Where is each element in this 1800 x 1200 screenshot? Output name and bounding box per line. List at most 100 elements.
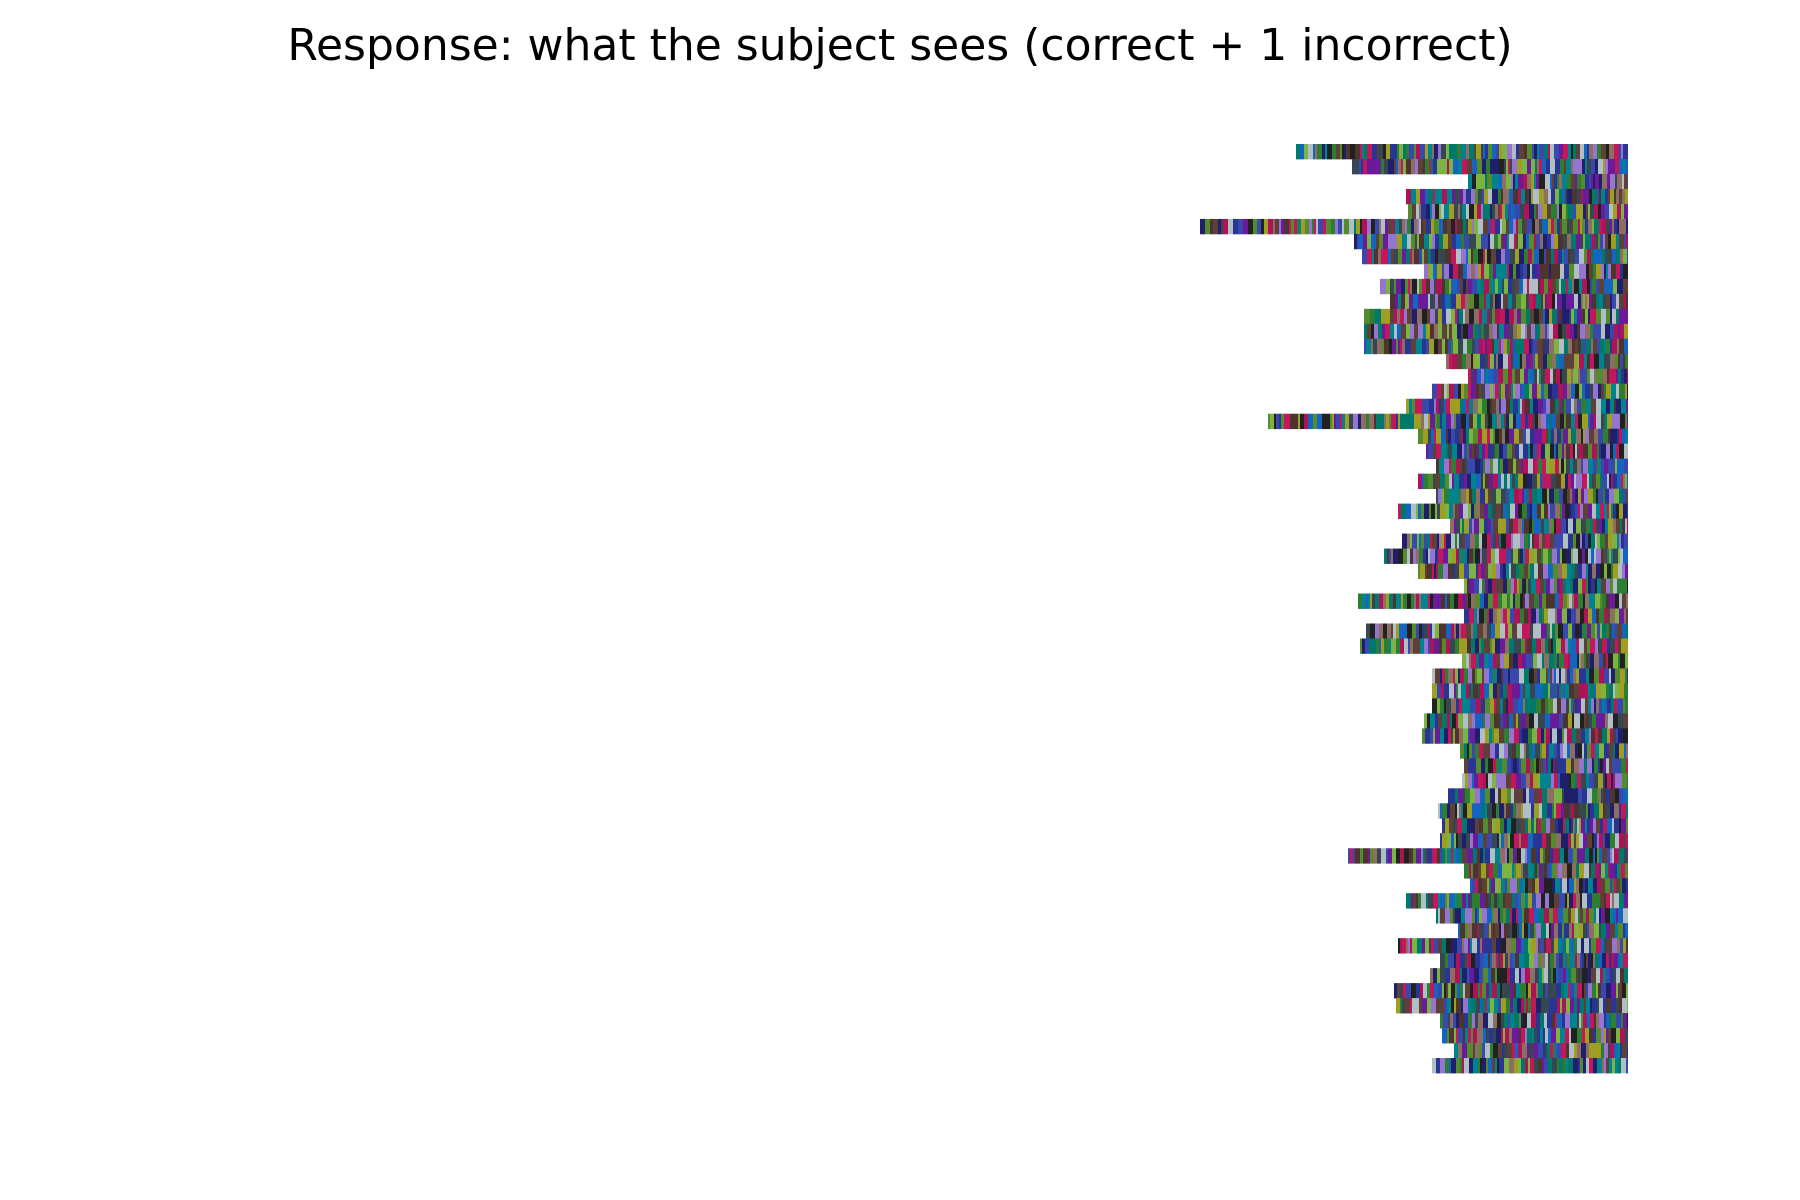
raster-cell bbox=[1573, 698, 1575, 714]
raster-cell bbox=[1471, 683, 1473, 699]
raster-cell bbox=[1383, 233, 1388, 250]
raster-cell bbox=[1471, 263, 1475, 280]
raster-cell bbox=[1430, 293, 1435, 310]
raster-cell bbox=[1466, 683, 1469, 699]
raster-cell bbox=[1386, 848, 1388, 864]
raster-cell bbox=[1539, 533, 1542, 549]
raster-cell bbox=[1538, 818, 1541, 834]
raster-cell bbox=[1473, 1058, 1478, 1074]
raster-cell bbox=[1517, 323, 1521, 340]
raster-cell bbox=[1539, 968, 1542, 984]
raster-cell bbox=[1438, 248, 1441, 265]
raster-cell bbox=[1590, 638, 1595, 654]
raster-cell bbox=[1545, 623, 1547, 639]
raster-cell bbox=[1626, 743, 1628, 759]
raster-cell bbox=[1599, 863, 1601, 879]
raster-cell bbox=[1574, 1028, 1577, 1044]
raster-cell bbox=[1626, 1058, 1628, 1074]
raster-cell bbox=[1584, 998, 1586, 1014]
raster-cell bbox=[1419, 548, 1423, 564]
raster-cell bbox=[1564, 398, 1566, 415]
raster-cell bbox=[1546, 158, 1550, 175]
raster-cell bbox=[1581, 188, 1583, 205]
raster-cell bbox=[1495, 968, 1497, 984]
raster-cell bbox=[1538, 563, 1543, 579]
raster-cell bbox=[1573, 533, 1576, 549]
raster-cell bbox=[1590, 518, 1593, 534]
raster-cell bbox=[1520, 383, 1522, 400]
raster-cell bbox=[1464, 518, 1469, 534]
raster-cell bbox=[1519, 443, 1523, 460]
raster-cell bbox=[1477, 668, 1482, 684]
raster-cell bbox=[1469, 548, 1473, 564]
raster-cell bbox=[1492, 728, 1494, 744]
raster-cell bbox=[1613, 743, 1615, 759]
raster-cell bbox=[1527, 323, 1531, 340]
raster-cell bbox=[1513, 458, 1516, 475]
raster-cell bbox=[1404, 623, 1407, 639]
raster-cell bbox=[1457, 308, 1459, 325]
raster-cell bbox=[1597, 443, 1599, 460]
raster-cell bbox=[1509, 323, 1513, 340]
raster-cell bbox=[1454, 473, 1459, 490]
raster-cell bbox=[1599, 518, 1602, 534]
raster-cell bbox=[1570, 458, 1573, 475]
raster-cell bbox=[1624, 743, 1626, 759]
raster-cell bbox=[1465, 983, 1470, 999]
raster-cell bbox=[1621, 398, 1626, 415]
raster-cell bbox=[1617, 458, 1621, 475]
raster-cell bbox=[1492, 413, 1497, 430]
raster-cell bbox=[1616, 443, 1619, 460]
raster-cell bbox=[1608, 428, 1610, 445]
raster-cell bbox=[1598, 983, 1601, 999]
raster-cell bbox=[1455, 968, 1460, 984]
raster-cell bbox=[1477, 608, 1479, 624]
raster-cell bbox=[1433, 158, 1437, 175]
raster-cell bbox=[1396, 158, 1398, 175]
raster-cell bbox=[1475, 878, 1478, 894]
raster-cell bbox=[1565, 1028, 1569, 1044]
raster-cell bbox=[1447, 998, 1451, 1014]
raster-cell bbox=[1514, 1028, 1519, 1044]
raster-cell bbox=[1544, 1058, 1548, 1074]
raster-cell bbox=[1456, 623, 1459, 639]
raster-cell bbox=[1492, 563, 1496, 579]
raster-cell bbox=[1587, 833, 1592, 849]
raster-cell bbox=[1621, 1058, 1626, 1074]
raster-cell bbox=[1569, 923, 1572, 939]
raster-cell bbox=[1491, 533, 1493, 549]
raster-cell bbox=[1504, 863, 1509, 879]
raster-cell bbox=[1479, 338, 1483, 355]
raster-cell bbox=[1627, 1043, 1628, 1059]
raster-cell bbox=[1386, 308, 1390, 325]
raster-cell bbox=[1407, 233, 1411, 250]
raster-cell bbox=[1390, 293, 1395, 310]
raster-cell bbox=[1487, 833, 1492, 849]
raster-cell bbox=[1388, 218, 1393, 235]
raster-cell bbox=[1616, 518, 1620, 534]
raster-cell bbox=[1501, 338, 1504, 355]
raster-cell bbox=[1451, 218, 1455, 235]
raster-cell bbox=[1384, 548, 1387, 564]
raster-cell bbox=[1435, 293, 1438, 310]
raster-cell bbox=[1550, 398, 1555, 415]
raster-cell bbox=[1571, 833, 1574, 849]
raster-cell bbox=[1558, 383, 1563, 400]
raster-cell bbox=[1626, 983, 1628, 999]
raster-cell bbox=[1579, 263, 1583, 280]
raster-cell bbox=[1563, 623, 1568, 639]
raster-cell bbox=[1517, 158, 1522, 175]
raster-cell bbox=[1559, 203, 1562, 220]
raster-cell bbox=[1558, 233, 1563, 250]
raster-cell bbox=[1561, 683, 1563, 699]
raster-cell bbox=[1314, 218, 1316, 235]
raster-cell bbox=[1544, 1013, 1547, 1029]
raster-cell bbox=[1528, 698, 1533, 714]
raster-cell bbox=[1528, 413, 1533, 430]
raster-cell bbox=[1604, 743, 1609, 759]
raster-cell bbox=[1584, 743, 1587, 759]
raster-cell bbox=[1492, 803, 1496, 819]
raster-cell bbox=[1572, 188, 1577, 205]
raster-cell bbox=[1542, 803, 1547, 819]
raster-cell bbox=[1605, 323, 1610, 340]
